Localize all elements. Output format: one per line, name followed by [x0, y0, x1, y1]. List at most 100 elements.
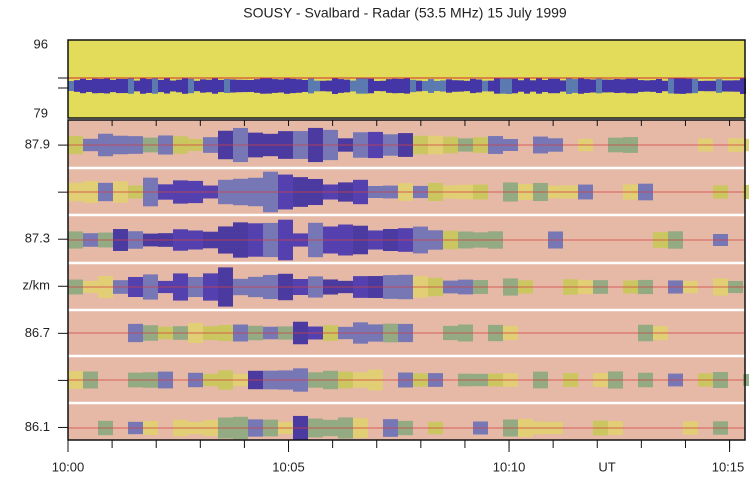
echo-band — [524, 78, 530, 94]
echo-band — [722, 80, 728, 92]
echo-band — [152, 78, 158, 94]
x-tick-label: 10:05 — [272, 459, 305, 474]
echo-band — [122, 78, 128, 94]
echo-band — [542, 79, 548, 93]
echo-band — [350, 80, 356, 92]
echo-band — [356, 78, 362, 94]
echo-band — [710, 80, 716, 92]
echo-band — [410, 79, 416, 93]
echo-band — [224, 79, 230, 93]
echo-band — [482, 80, 488, 92]
echo-band — [626, 78, 632, 94]
echo-band — [212, 78, 218, 94]
echo-band — [182, 78, 188, 94]
echo-band — [740, 78, 746, 94]
echo-band — [338, 79, 344, 93]
echo-band — [512, 78, 518, 94]
echo-band — [194, 80, 200, 92]
echo-band — [284, 78, 290, 94]
y-tick-label: z/km — [23, 278, 50, 293]
echo-band — [230, 79, 236, 93]
echo-band — [728, 80, 734, 92]
echo-band — [140, 78, 146, 94]
echo-band — [536, 78, 542, 94]
echo-band — [416, 80, 422, 92]
echo-band — [128, 78, 134, 94]
echo-band — [470, 78, 476, 94]
echo-band — [434, 80, 440, 92]
echo-band — [494, 78, 500, 94]
echo-band — [518, 80, 524, 92]
echo-band — [98, 78, 104, 94]
y-tick-label: 86.7 — [25, 325, 50, 340]
panel-frame — [67, 119, 746, 441]
echo-band — [500, 78, 506, 94]
echo-band — [692, 78, 698, 94]
echo-band — [80, 78, 86, 94]
echo-band — [674, 78, 680, 94]
echo-band — [92, 78, 98, 94]
echo-band — [302, 80, 308, 92]
echo-band — [254, 79, 260, 93]
echo-band — [242, 79, 248, 93]
echo-band — [698, 80, 704, 92]
y-tick-label: 87.9 — [25, 137, 50, 152]
echo-band — [620, 79, 626, 93]
echo-band — [74, 80, 80, 92]
echo-band — [290, 78, 296, 94]
echo-band — [296, 79, 302, 93]
echo-band — [344, 79, 350, 93]
echo-band — [188, 78, 194, 94]
echo-band — [134, 80, 140, 92]
echo-band — [68, 80, 74, 92]
echo-band — [392, 78, 398, 94]
echo-band — [176, 79, 182, 93]
echo-band — [614, 79, 620, 93]
echo-band — [644, 80, 650, 92]
echo-band — [476, 79, 482, 93]
echo-band — [440, 80, 446, 92]
echo-band — [464, 80, 470, 92]
echo-band — [236, 79, 242, 93]
echo-band — [446, 79, 452, 93]
echo-band — [374, 80, 380, 92]
echo-band — [452, 80, 458, 92]
echo-band — [260, 78, 266, 94]
echo-band — [650, 80, 656, 92]
echo-band — [404, 78, 410, 94]
x-tick-label: 10:10 — [493, 459, 526, 474]
echo-band — [398, 78, 404, 94]
echo-band — [266, 78, 272, 94]
echo-band — [704, 80, 710, 92]
echo-band — [662, 80, 668, 92]
echo-band — [566, 78, 572, 94]
echo-band — [110, 79, 116, 93]
echo-band — [743, 184, 749, 200]
echo-band — [572, 79, 578, 93]
echo-band — [554, 78, 560, 94]
echo-band — [200, 79, 206, 93]
echo-band — [602, 79, 608, 93]
axis-annotation: UT — [598, 459, 615, 474]
echo-band — [686, 78, 692, 94]
echo-band — [332, 78, 338, 94]
echo-band — [146, 79, 152, 93]
echo-band — [716, 79, 722, 93]
y-tick-label: 96 — [34, 36, 48, 51]
echo-band — [530, 80, 536, 92]
x-tick-label: 10:15 — [712, 459, 745, 474]
echo-band — [170, 80, 176, 92]
echo-band — [218, 79, 224, 93]
echo-band — [326, 80, 332, 92]
echo-band — [680, 78, 686, 94]
echo-band — [86, 80, 92, 92]
y-tick-label: 86.1 — [25, 419, 50, 434]
echo-band — [158, 79, 164, 93]
echo-band — [320, 80, 326, 92]
echo-band — [272, 79, 278, 93]
echo-band — [548, 78, 554, 94]
echo-band — [386, 79, 392, 93]
echo-band — [584, 79, 590, 93]
echo-band — [734, 80, 740, 92]
